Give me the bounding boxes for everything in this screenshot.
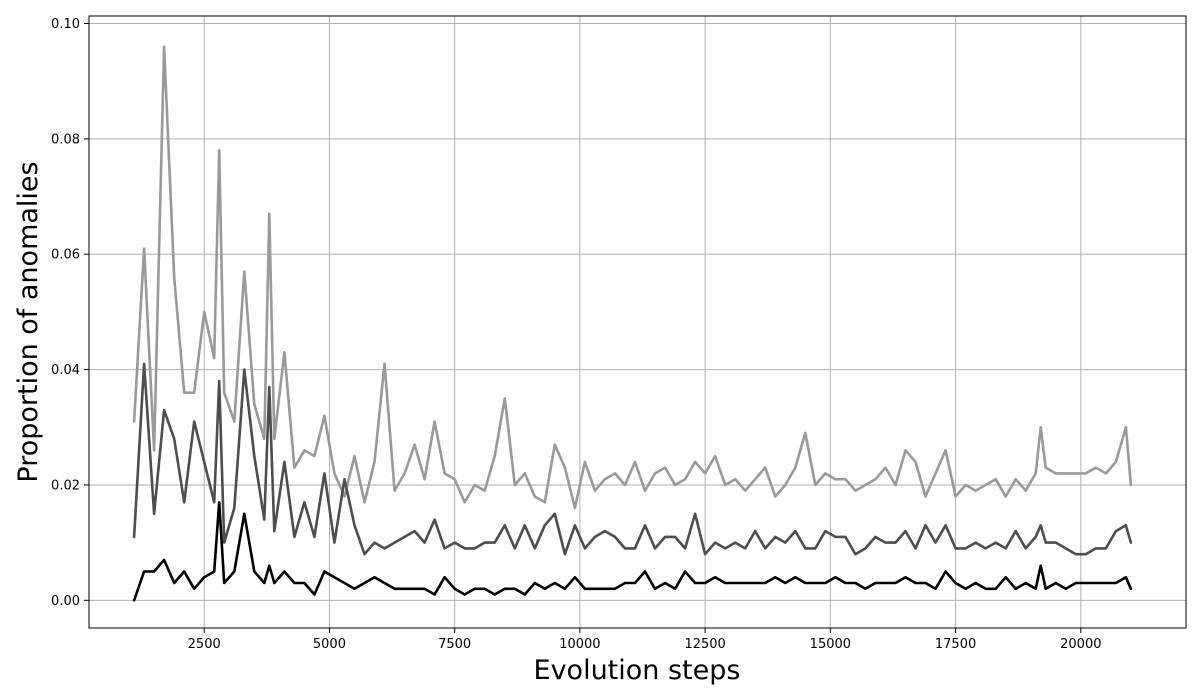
y-tick-label: 0.02 <box>51 478 80 493</box>
series-line-3 <box>132 500 1133 602</box>
x-tick-label: 7500 <box>438 637 471 652</box>
y-tick-label: 0.04 <box>51 363 80 378</box>
y-tick-label: 0.10 <box>51 17 80 32</box>
x-tick-label: 2500 <box>188 637 221 652</box>
series-line-2 <box>132 362 1133 556</box>
grid <box>89 16 1186 628</box>
y-axis-label: Proportion of anomalies <box>13 161 44 482</box>
x-tick-label: 17500 <box>935 637 976 652</box>
x-tick-label: 12500 <box>684 637 725 652</box>
series-lines <box>132 45 1133 602</box>
y-tick-label: 0.00 <box>51 594 80 609</box>
x-axis-label: Evolution steps <box>534 655 741 686</box>
x-tick-label: 20000 <box>1060 637 1101 652</box>
x-tick-label: 15000 <box>810 637 851 652</box>
x-tick-label: 10000 <box>559 637 600 652</box>
x-axis-ticks: 2500 5000 7500 10000 12500 15000 17500 20000 <box>188 628 1101 652</box>
y-tick-label: 0.06 <box>51 248 80 263</box>
plot-frame <box>88 15 1187 629</box>
series-line-1 <box>132 45 1133 510</box>
y-tick-label: 0.08 <box>51 132 80 147</box>
x-tick-label: 5000 <box>313 637 346 652</box>
y-axis-ticks: 0.00 0.02 0.04 0.06 0.08 0.10 <box>51 17 89 609</box>
